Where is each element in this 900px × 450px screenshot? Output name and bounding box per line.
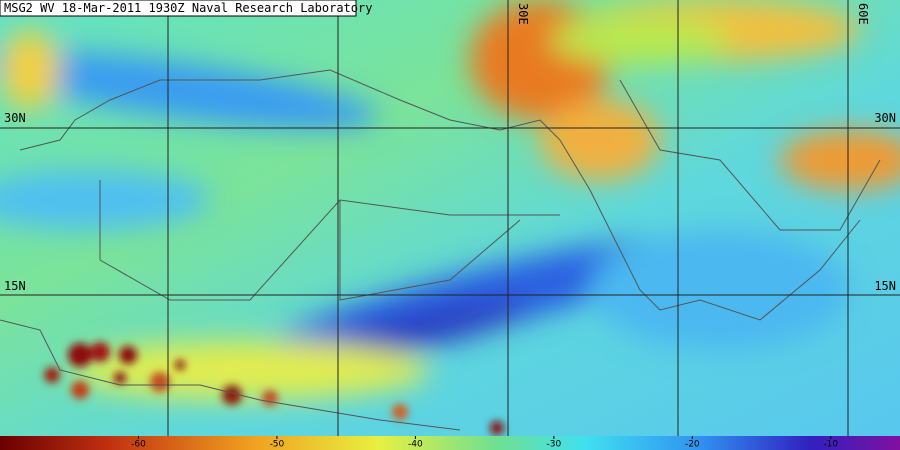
imagery — [0, 0, 900, 436]
colorbar-tick-label: -20 — [685, 440, 700, 450]
lon-label: 30E — [516, 3, 530, 25]
colorbar — [0, 436, 900, 450]
colorbar-tick-label: -40 — [408, 440, 423, 450]
lat-label: 15N — [4, 279, 26, 293]
graticule — [0, 0, 900, 436]
lat-label: 30N — [4, 111, 26, 125]
title-box — [0, 0, 357, 17]
colorbar-tick-label: -10 — [823, 440, 838, 450]
colorbar-tick-label: -50 — [270, 440, 285, 450]
title: MSG2 WV 18-Mar-2011 1930Z Naval Research… — [4, 1, 372, 15]
colorbar-tick-label: -30 — [546, 440, 561, 450]
coastlines — [0, 69, 881, 431]
lat-label: 30N — [874, 111, 896, 125]
lon-label: 60E — [856, 3, 870, 25]
colorbar-tick-label: -60 — [131, 440, 146, 450]
lat-label: 15N — [874, 279, 896, 293]
